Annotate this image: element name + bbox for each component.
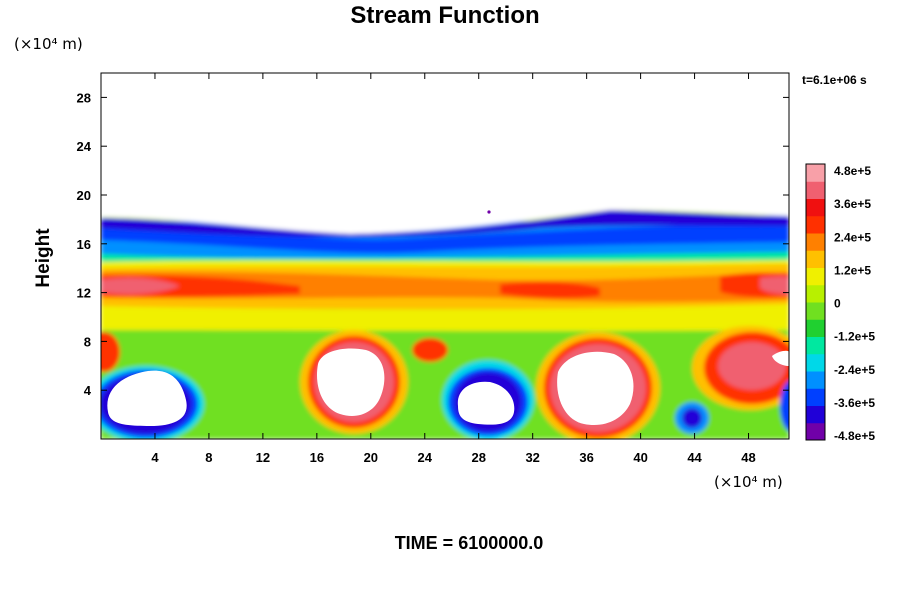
pos-cell-24-red	[412, 338, 448, 362]
lower-yellow-band	[101, 304, 789, 331]
positive-band-peak-left	[101, 278, 180, 294]
saturated-pos-edge-right	[772, 350, 789, 366]
saturated-neg-cell-28	[457, 381, 515, 425]
colorbar	[805, 163, 826, 441]
y-unit-label: (×10⁴ m)	[14, 35, 83, 53]
x-tick-label: 44	[687, 450, 702, 465]
colorbar-swatch	[806, 319, 825, 337]
colorbar-tick-label: -4.8e+5	[834, 429, 875, 443]
y-tick-label: 24	[77, 139, 92, 154]
colorbar-tick-label: -1.2e+5	[834, 330, 875, 344]
x-unit-label: (×10⁴ m)	[714, 473, 783, 491]
colorbar-swatch	[806, 267, 825, 286]
footer-time-label: TIME = 6100000.0	[395, 533, 544, 553]
colorbar-tick-label: 2.4e+5	[834, 230, 871, 244]
y-tick-label: 16	[77, 237, 91, 252]
colorbar-swatch	[806, 371, 825, 389]
x-tick-label: 12	[256, 450, 270, 465]
y-tick-label: 12	[77, 286, 91, 301]
colorbar-swatch	[806, 233, 825, 251]
time-stamp-label: t=6.1e+06 s	[802, 73, 867, 87]
x-tick-label: 24	[418, 450, 433, 465]
neg-cell-small-deep	[682, 408, 702, 428]
colorbar-tick-label: 1.2e+5	[834, 263, 871, 277]
saturated-pos-cell-18	[316, 348, 385, 417]
y-axis-ticks: 4 8 12 16 20 24 28	[77, 90, 789, 398]
colorbar-swatch	[806, 405, 825, 424]
neg-edge-right-cell	[780, 380, 789, 432]
x-tick-label: 36	[579, 450, 593, 465]
colorbar-swatch	[806, 302, 825, 320]
x-tick-label: 40	[633, 450, 647, 465]
colorbar-swatch	[806, 250, 825, 268]
colorbar-swatch	[806, 215, 825, 234]
colorbar-swatch	[806, 388, 825, 406]
colorbar-tick-label: 4.8e+5	[834, 164, 871, 178]
y-axis-title: Height	[33, 228, 54, 288]
x-axis-ticks: 4 8 12 16 20 24 28 32 36 40 44 48	[151, 73, 756, 465]
colorbar-swatch	[806, 353, 825, 372]
y-tick-label: 20	[77, 188, 91, 203]
colorbar-tick-label: -2.4e+5	[834, 363, 875, 377]
colorbar-swatch	[806, 284, 825, 303]
colorbar-swatch	[806, 422, 825, 441]
empty-upper-region	[101, 73, 789, 234]
y-tick-label: 28	[77, 90, 91, 105]
plot-frame	[100, 72, 790, 440]
x-tick-label: 4	[151, 450, 159, 465]
pos-edge-left-cell	[101, 332, 120, 372]
top-purple-edge	[101, 210, 789, 238]
colorbar-tick-label: 3.6e+5	[834, 197, 871, 211]
y-tick-label: 4	[84, 383, 92, 398]
colorbar-tick-label: 0	[834, 297, 841, 311]
colorbar-frame	[805, 163, 826, 441]
contour-field	[101, 73, 789, 439]
x-tick-label: 32	[525, 450, 539, 465]
colorbar-swatch	[806, 181, 825, 199]
stray-contour-dot	[487, 210, 491, 214]
chart-title: Stream Function	[350, 2, 539, 29]
pos-cell-right-pink	[718, 342, 786, 390]
x-tick-label: 8	[205, 450, 212, 465]
x-tick-label: 28	[471, 450, 485, 465]
x-tick-label: 20	[364, 450, 378, 465]
colorbar-labels: 4.8e+5 3.6e+5 2.4e+5 1.2e+5 0 -1.2e+5 -2.4e+5 -…	[834, 164, 875, 443]
y-tick-label: 8	[84, 334, 91, 349]
x-tick-label: 48	[741, 450, 755, 465]
positive-band-core-mid	[500, 281, 600, 299]
x-tick-label: 16	[310, 450, 324, 465]
upper-deep-blue-layer	[101, 222, 789, 253]
positive-band-peak-right	[760, 276, 789, 294]
colorbar-swatch	[806, 198, 825, 217]
saturated-neg-cell-left	[107, 370, 187, 426]
colorbar-swatch	[806, 336, 825, 355]
colorbar-swatch	[806, 164, 825, 182]
colorbar-tick-label: -3.6e+5	[834, 396, 875, 410]
saturated-pos-cell-36	[557, 351, 634, 426]
